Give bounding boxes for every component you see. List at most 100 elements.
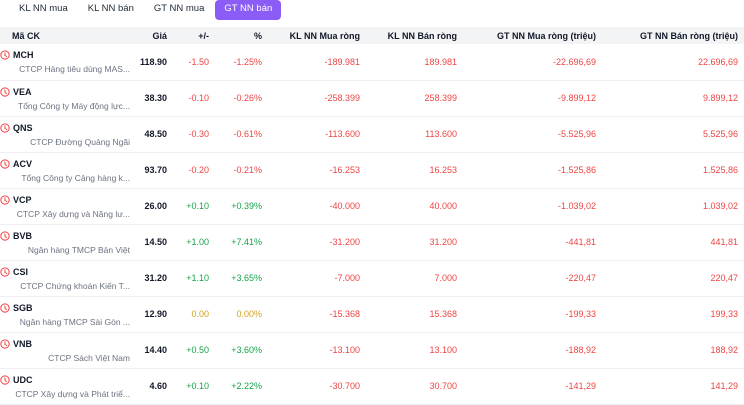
buy-volume-cell: -13.100	[329, 345, 360, 355]
symbol-line: VNB	[0, 338, 135, 350]
table-row[interactable]: BVB Ngân hàng TMCP Bản Việt 14.50 +1.00 +7.4…	[0, 224, 744, 260]
change-cell: -0.30	[188, 129, 209, 139]
sell-value-cell: 199,33	[710, 309, 738, 319]
ticker[interactable]: MCH	[13, 50, 34, 61]
header-change[interactable]: +/-	[198, 30, 209, 41]
sell-volume-cell: 40.000	[429, 201, 457, 211]
price-cell: 48.50	[144, 129, 167, 139]
change-cell: +1.10	[186, 273, 209, 283]
table-row[interactable]: MCH CTCP Hàng tiêu dùng MAS... 118.90 -1.50…	[0, 44, 744, 80]
percent-cell: +3.65%	[231, 273, 262, 283]
percent-cell: -0.26%	[233, 93, 262, 103]
buy-volume-cell: -7.000	[334, 273, 360, 283]
price-alert-icon[interactable]	[0, 338, 10, 349]
symbol-cell[interactable]: VEA Tổng Công ty Máy động lực...	[0, 80, 135, 116]
price-cell: 4.60	[149, 381, 167, 391]
symbol-cell[interactable]: QNS CTCP Đường Quảng Ngãi	[0, 116, 135, 152]
price-alert-icon[interactable]	[0, 194, 10, 205]
ticker[interactable]: UDC	[13, 374, 33, 385]
header-buy-value[interactable]: GT NN Mua ròng (triệu)	[497, 30, 596, 41]
tab-kl-nn-mua[interactable]: KL NN mua	[19, 3, 68, 14]
price-alert-icon[interactable]	[0, 122, 10, 133]
price-cell: 26.00	[144, 201, 167, 211]
ticker[interactable]: VCP	[13, 194, 32, 205]
price-alert-icon[interactable]	[0, 230, 10, 241]
table-row[interactable]: VNB CTCP Sách Việt Nam 14.40 +0.50 +3.60% -13…	[0, 332, 744, 368]
table-row[interactable]: UDC CTCP Xây dựng và Phát triể... 4.60 +0.1…	[0, 368, 744, 404]
price-alert-icon[interactable]	[0, 374, 10, 385]
sell-value-cell: 1.039,02	[702, 201, 738, 211]
percent-cell: -1.25%	[233, 56, 262, 67]
sell-value-cell: 188,92	[710, 345, 738, 355]
table-header-row: Mã CK Giá +/- % KL NN Mua ròng KL NN Bán…	[0, 27, 744, 44]
symbol-line: CSI	[0, 266, 135, 278]
change-cell: -1.50	[188, 56, 209, 67]
header-sell-volume[interactable]: KL NN Bán ròng	[387, 30, 457, 41]
table-row[interactable]: VEA Tổng Công ty Máy động lực... 38.30 -0.1…	[0, 80, 744, 116]
symbol-cell[interactable]: MCH CTCP Hàng tiêu dùng MAS...	[0, 44, 135, 80]
sell-value-cell: 441,81	[710, 237, 738, 247]
table-row[interactable]: VCP CTCP Xây dựng và Năng lư... 26.00 +0.10…	[0, 188, 744, 224]
symbol-cell[interactable]: BVB Ngân hàng TMCP Bản Việt	[0, 224, 135, 260]
sell-volume-cell: 13.100	[429, 345, 457, 355]
symbol-cell[interactable]: SGB Ngân hàng TMCP Sài Gòn ...	[0, 296, 135, 332]
change-cell: +0.10	[186, 201, 209, 211]
ticker[interactable]: VEA	[13, 86, 32, 97]
price-alert-icon[interactable]	[0, 50, 10, 60]
price-alert-icon[interactable]	[0, 266, 10, 277]
price-alert-icon[interactable]	[0, 158, 10, 169]
ticker[interactable]: VNB	[13, 338, 33, 349]
buy-volume-cell: -189.981	[324, 56, 360, 67]
percent-cell: -0.61%	[233, 129, 262, 139]
buy-value-cell: -220,47	[565, 273, 596, 283]
ticker[interactable]: QNS	[13, 122, 33, 133]
company-name: CTCP Xây dựng và Năng lư...	[16, 208, 130, 219]
table-row[interactable]: CSI CTCP Chứng khoán Kiến T... 31.20 +1.10 +…	[0, 260, 744, 296]
buy-volume-cell: -113.600	[325, 129, 360, 139]
buy-volume-cell: -15.368	[329, 309, 360, 319]
ticker[interactable]: CSI	[13, 266, 29, 277]
change-cell: +1.00	[186, 237, 209, 247]
foreign-trading-table: Mã CK Giá +/- % KL NN Mua ròng KL NN Bán…	[0, 27, 744, 405]
header-buy-volume[interactable]: KL NN Mua ròng	[289, 30, 360, 41]
symbol-line: VCP	[0, 194, 135, 206]
price-cell: 38.30	[144, 93, 167, 103]
tab-kl-nn-ban[interactable]: KL NN bán	[87, 3, 134, 14]
table-row[interactable]: SGB Ngân hàng TMCP Sài Gòn ... 12.90 0.00 0.…	[0, 296, 744, 332]
sell-value-cell: 141,29	[710, 381, 738, 391]
header-sell-value[interactable]: GT NN Bán ròng (triệu)	[640, 30, 738, 41]
symbol-cell[interactable]: VNB CTCP Sách Việt Nam	[0, 332, 135, 368]
ticker[interactable]: ACV	[13, 158, 33, 169]
price-alert-icon[interactable]	[0, 302, 10, 313]
symbol-line: UDC	[0, 374, 135, 386]
header-symbol[interactable]: Mã CK	[12, 30, 41, 41]
symbol-line: VEA	[0, 86, 135, 98]
company-name: CTCP Sách Việt Nam	[48, 352, 130, 363]
table-row[interactable]: QNS CTCP Đường Quảng Ngãi 48.50 -0.30 -0.61%…	[0, 116, 744, 152]
tab-bar: KL NN mua KL NN bán GT NN mua GT NN bán	[0, 0, 283, 20]
symbol-cell[interactable]: ACV Tổng Công ty Cảng hàng k...	[0, 152, 135, 188]
tab-gt-nn-ban[interactable]: GT NN bán	[215, 0, 282, 20]
ticker[interactable]: BVB	[13, 230, 33, 241]
ticker[interactable]: SGB	[13, 302, 33, 313]
symbol-cell[interactable]: UDC CTCP Xây dựng và Phát triể...	[0, 368, 135, 404]
price-cell: 14.40	[144, 345, 167, 355]
price-cell: 12.90	[144, 309, 167, 319]
tab-gt-nn-mua[interactable]: GT NN mua	[153, 3, 205, 14]
sell-volume-cell: 16.253	[429, 165, 457, 175]
price-alert-icon[interactable]	[0, 86, 10, 97]
symbol-cell[interactable]: VCP CTCP Xây dựng và Năng lư...	[0, 188, 135, 224]
header-price[interactable]: Giá	[152, 30, 167, 41]
buy-volume-cell: -30.700	[329, 381, 360, 391]
symbol-line: QNS	[0, 122, 135, 134]
table-row[interactable]: ACV Tổng Công ty Cảng hàng k... 93.70 -0.20…	[0, 152, 744, 188]
symbol-cell[interactable]: CSI CTCP Chứng khoán Kiến T...	[0, 260, 135, 296]
buy-value-cell: -22.696,69	[552, 56, 596, 67]
buy-value-cell: -441,81	[565, 237, 596, 247]
change-cell: -0.20	[188, 165, 209, 175]
percent-cell: +7.41%	[231, 237, 262, 247]
buy-value-cell: -1.525,86	[557, 165, 596, 175]
sell-volume-cell: 30.700	[429, 381, 457, 391]
header-percent[interactable]: %	[253, 30, 262, 41]
company-name: CTCP Chứng khoán Kiến T...	[20, 280, 130, 291]
